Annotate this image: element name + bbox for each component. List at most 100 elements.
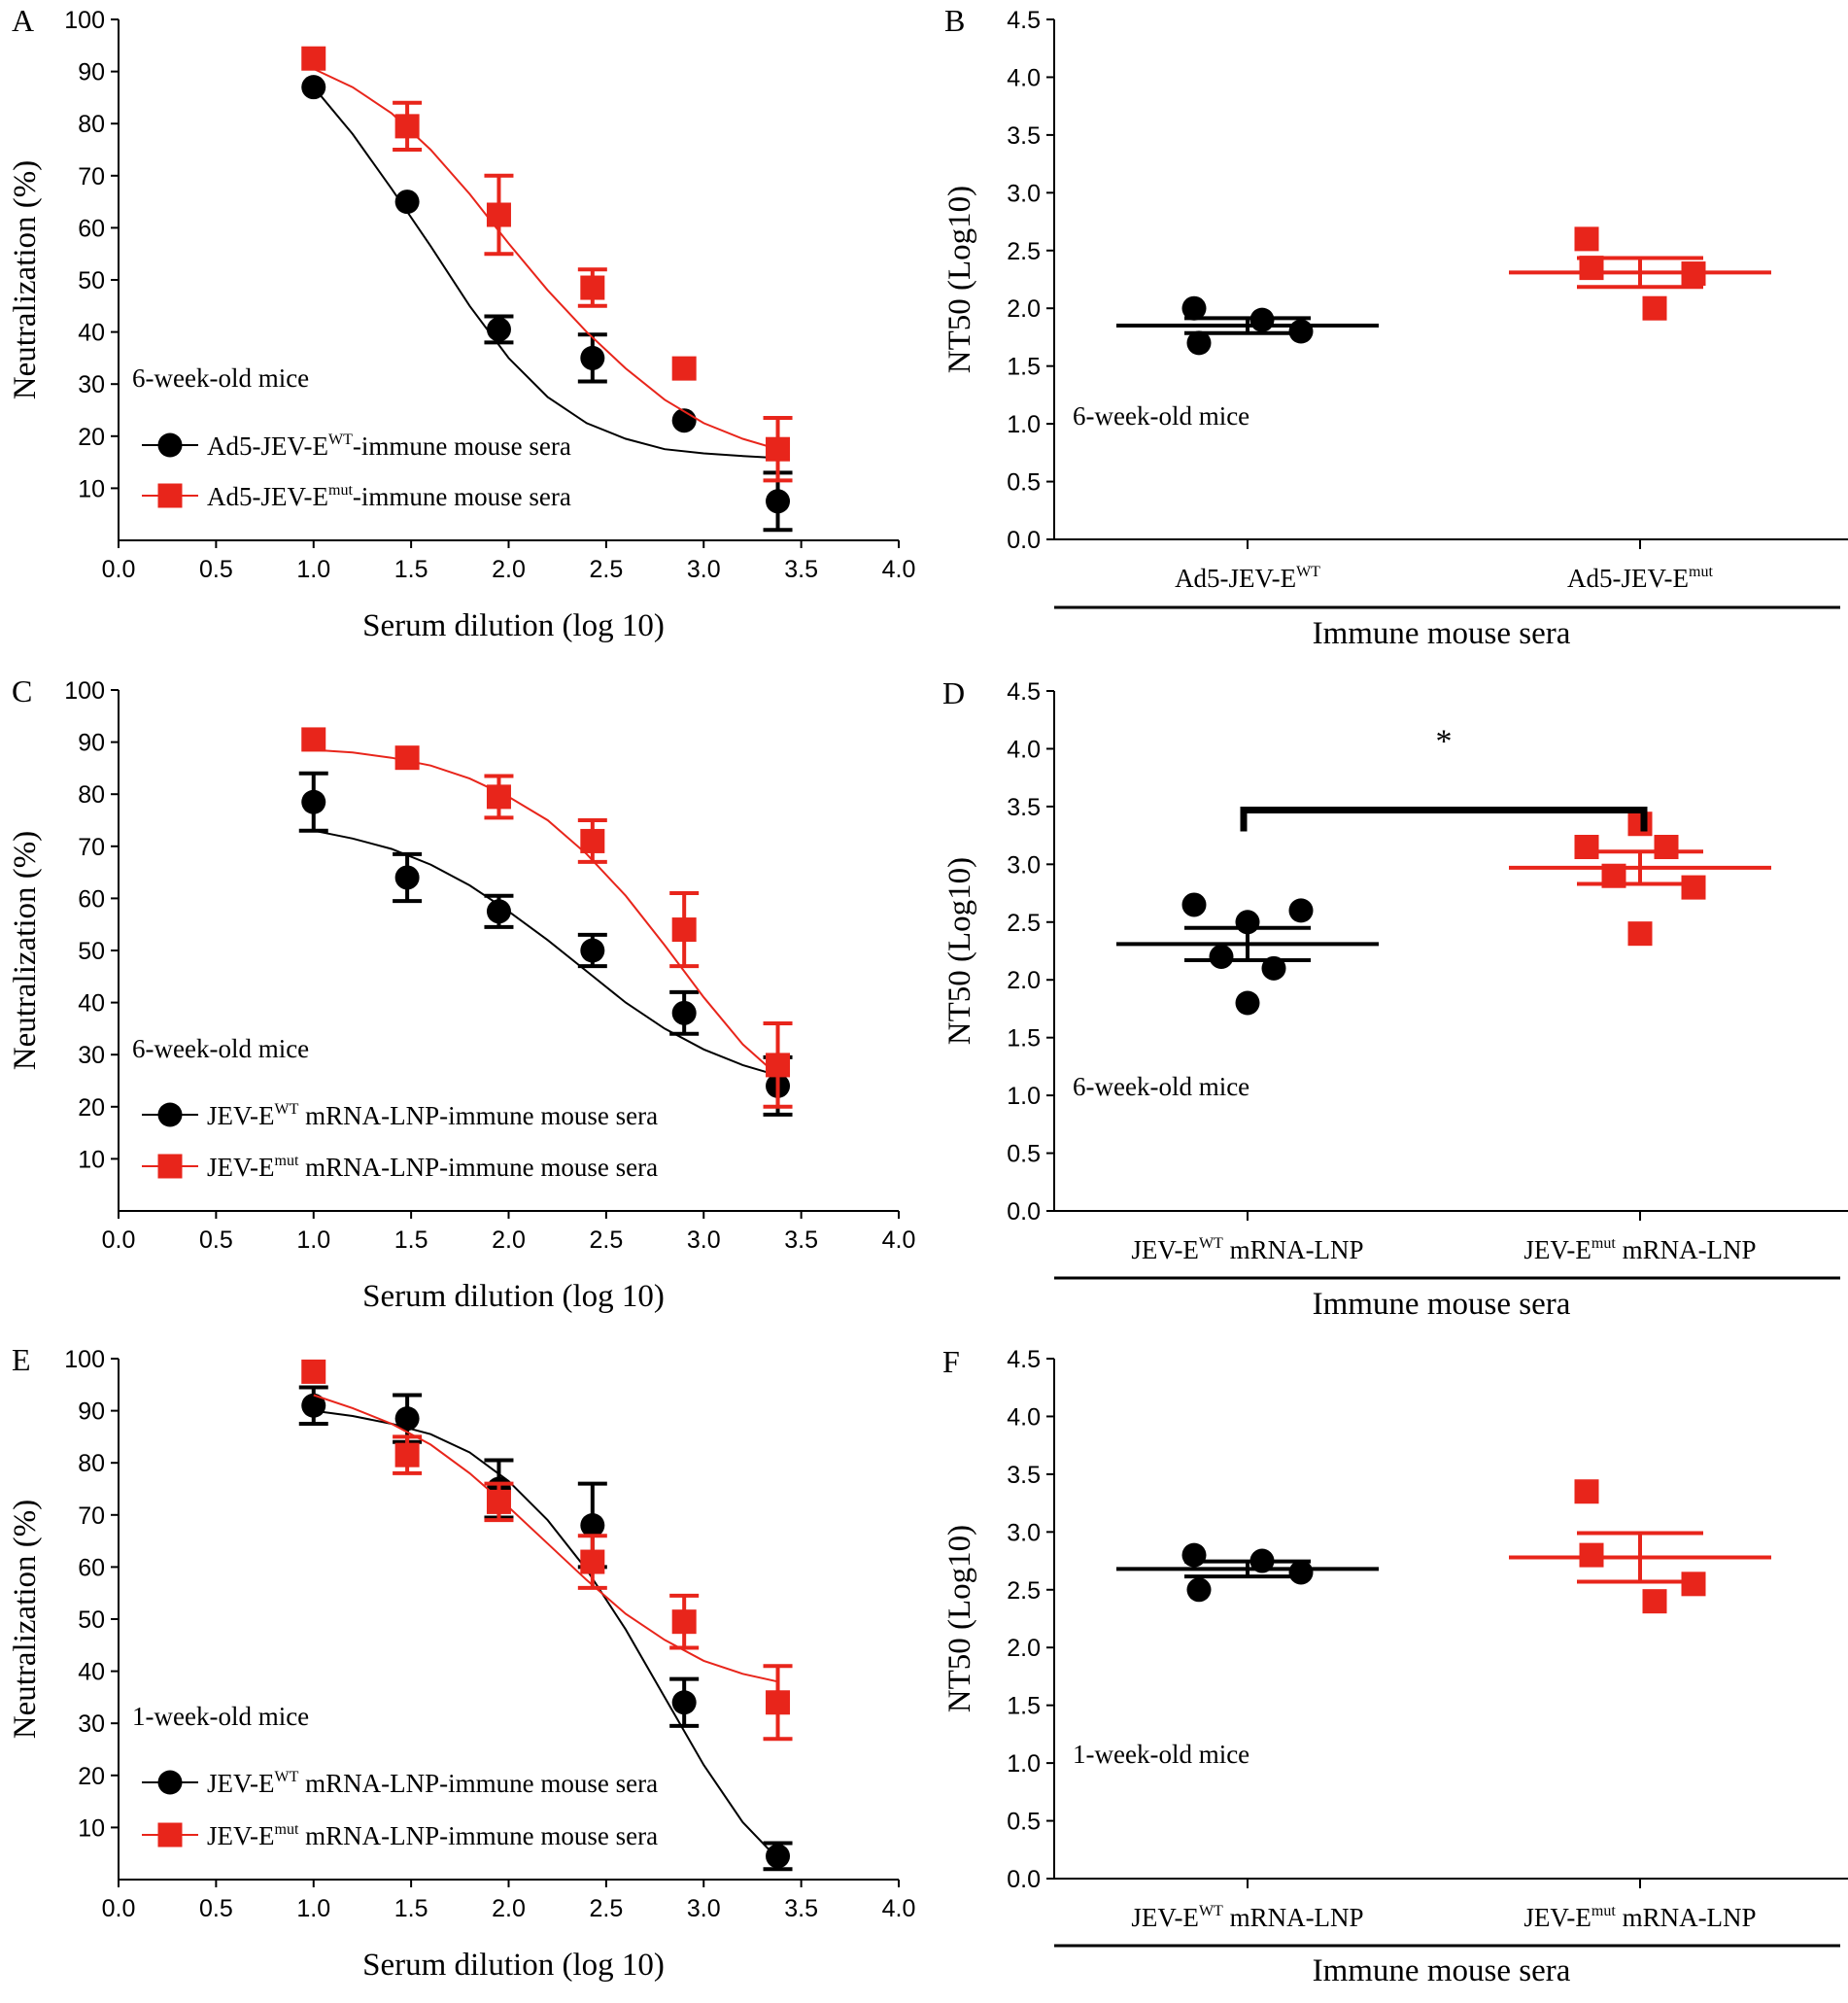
y-tick-label: 50 bbox=[78, 1606, 105, 1634]
x-category-label-main: Ad5-JEV-E bbox=[1175, 564, 1296, 593]
y-tick-label: 40 bbox=[78, 1659, 105, 1686]
data-point bbox=[1574, 835, 1599, 859]
data-point bbox=[301, 789, 326, 814]
data-point bbox=[486, 202, 511, 227]
data-point bbox=[580, 275, 605, 300]
x-category-label-sup: mut bbox=[1591, 1235, 1616, 1252]
legend-label: JEV-Emut mRNA-LNP-immune mouse sera bbox=[207, 1153, 658, 1182]
data-point bbox=[1642, 1589, 1667, 1614]
panel-letter: A bbox=[12, 3, 34, 38]
data-point bbox=[1288, 319, 1314, 344]
y-tick-label: 30 bbox=[78, 1042, 105, 1069]
y-tick-label: 0.0 bbox=[1007, 1866, 1041, 1893]
x-tick-label: 4.0 bbox=[882, 1226, 916, 1254]
y-tick-label: 30 bbox=[78, 1710, 105, 1738]
x-category-label: Ad5-JEV-Emut bbox=[1567, 564, 1713, 593]
series-wt: Ad5-JEV-EWT-immune mouse sera bbox=[142, 75, 793, 533]
panel-d: D 0.0 0.5 1.0 1.5 2.0 2.5 3.0 3.5 4.0 4.5 NT50 (Log… bbox=[942, 675, 1848, 1322]
group-wt bbox=[1116, 295, 1379, 356]
y-tick-label: 3.0 bbox=[1007, 1519, 1041, 1546]
legend-label: JEV-EWT mRNA-LNP-immune mouse sera bbox=[207, 1101, 658, 1130]
x-tick-label: 1.5 bbox=[394, 1895, 428, 1922]
y-tick-label: 1.0 bbox=[1007, 1083, 1041, 1110]
y-tick-label: 80 bbox=[78, 1450, 105, 1477]
series-mut: JEV-Emut mRNA-LNP-immune mouse sera bbox=[142, 727, 793, 1182]
data-point bbox=[671, 917, 697, 943]
x-tick-label: 1.0 bbox=[296, 1895, 330, 1922]
y-tick-label: 100 bbox=[64, 7, 105, 34]
x-category-label-rest: mRNA-LNP bbox=[1616, 1235, 1757, 1264]
y-tick-label: 40 bbox=[78, 320, 105, 347]
panel-letter: B bbox=[944, 3, 965, 38]
legend-label-rest: mRNA-LNP-immune mouse sera bbox=[298, 1153, 658, 1182]
y-tick-label: 90 bbox=[78, 730, 105, 757]
data-point bbox=[1574, 226, 1599, 252]
y-tick-label: 2.0 bbox=[1007, 967, 1041, 994]
legend-marker bbox=[157, 1154, 183, 1179]
x-category-label-main: JEV-E bbox=[1523, 1235, 1591, 1264]
legend-label-rest: mRNA-LNP-immune mouse sera bbox=[298, 1821, 658, 1850]
x-tick-label: 2.5 bbox=[589, 1226, 623, 1254]
data-point bbox=[766, 436, 791, 462]
data-point bbox=[301, 1359, 326, 1384]
data-point bbox=[1642, 295, 1667, 321]
data-point bbox=[1235, 910, 1260, 935]
legend-label: Ad5-JEV-EWT-immune mouse sera bbox=[207, 432, 571, 461]
data-point bbox=[671, 356, 697, 381]
panel-b: B 0.0 0.5 1.0 1.5 2.0 2.5 3.0 3.5 4.0 4.5 NT50 (Log… bbox=[942, 3, 1848, 651]
y-tick-label: 10 bbox=[78, 475, 105, 502]
x-tick-label: 4.0 bbox=[882, 1895, 916, 1922]
y-tick-label: 3.5 bbox=[1007, 1462, 1041, 1489]
x-category-label-sup: WT bbox=[1296, 564, 1320, 580]
y-tick-label: 2.0 bbox=[1007, 295, 1041, 323]
data-point bbox=[1681, 261, 1706, 287]
age-annotation: 6-week-old mice bbox=[132, 1034, 309, 1063]
y-tick-label: 0.5 bbox=[1007, 1809, 1041, 1836]
data-point bbox=[1579, 256, 1604, 281]
data-point bbox=[1627, 921, 1653, 947]
y-axis-title: Neutralization (%) bbox=[8, 160, 43, 399]
data-point bbox=[301, 75, 326, 100]
age-annotation: 1-week-old mice bbox=[132, 1702, 309, 1731]
data-point bbox=[394, 1406, 420, 1432]
data-point bbox=[486, 1489, 511, 1514]
x-category-label-sup: WT bbox=[1199, 1903, 1223, 1919]
x-category-label-sup: mut bbox=[1689, 564, 1713, 580]
panel-letter: D bbox=[942, 675, 965, 710]
series-wt: JEV-EWT mRNA-LNP-immune mouse sera bbox=[142, 771, 793, 1130]
legend-label-sup: WT bbox=[328, 432, 353, 448]
y-tick-label: 3.5 bbox=[1007, 794, 1041, 821]
x-category-label: JEV-EWT mRNA-LNP bbox=[1131, 1903, 1363, 1932]
data-point bbox=[580, 1513, 605, 1538]
x-tick-label: 2.0 bbox=[492, 556, 526, 583]
x-category-label: Ad5-JEV-EWT bbox=[1175, 564, 1320, 593]
x-tick-label: 1.0 bbox=[296, 1226, 330, 1254]
data-point bbox=[301, 1393, 326, 1418]
y-tick-label: 20 bbox=[78, 1763, 105, 1790]
fit-curve bbox=[313, 829, 778, 1077]
y-tick-label: 4.5 bbox=[1007, 7, 1041, 34]
data-point bbox=[486, 784, 511, 810]
y-tick-label: 100 bbox=[64, 1346, 105, 1373]
legend-label-sup: mut bbox=[275, 1153, 299, 1169]
data-point bbox=[1601, 863, 1626, 888]
y-tick-label: 30 bbox=[78, 371, 105, 398]
data-point bbox=[1249, 307, 1275, 332]
x-tick-label: 2.0 bbox=[492, 1226, 526, 1254]
data-point bbox=[394, 190, 420, 215]
x-tick-label: 2.0 bbox=[492, 1895, 526, 1922]
x-category-label-rest: mRNA-LNP bbox=[1223, 1903, 1364, 1932]
x-tick-label: 0.0 bbox=[102, 1895, 136, 1922]
x-tick-label: 4.0 bbox=[882, 556, 916, 583]
data-point bbox=[1574, 1479, 1599, 1504]
series-mut: JEV-Emut mRNA-LNP-immune mouse sera bbox=[142, 1359, 793, 1850]
group-wt bbox=[1116, 1542, 1379, 1603]
x-axis-title: Serum dilution (log 10) bbox=[362, 1279, 665, 1314]
significance-star: * bbox=[1436, 723, 1453, 759]
age-annotation: 1-week-old mice bbox=[1073, 1740, 1249, 1769]
legend-label-rest: -immune mouse sera bbox=[353, 482, 571, 511]
data-point bbox=[1681, 875, 1706, 900]
legend-label-main: JEV-E bbox=[207, 1153, 275, 1182]
y-tick-label: 4.5 bbox=[1007, 678, 1041, 706]
x-axis-title: Serum dilution (log 10) bbox=[362, 1948, 665, 1983]
